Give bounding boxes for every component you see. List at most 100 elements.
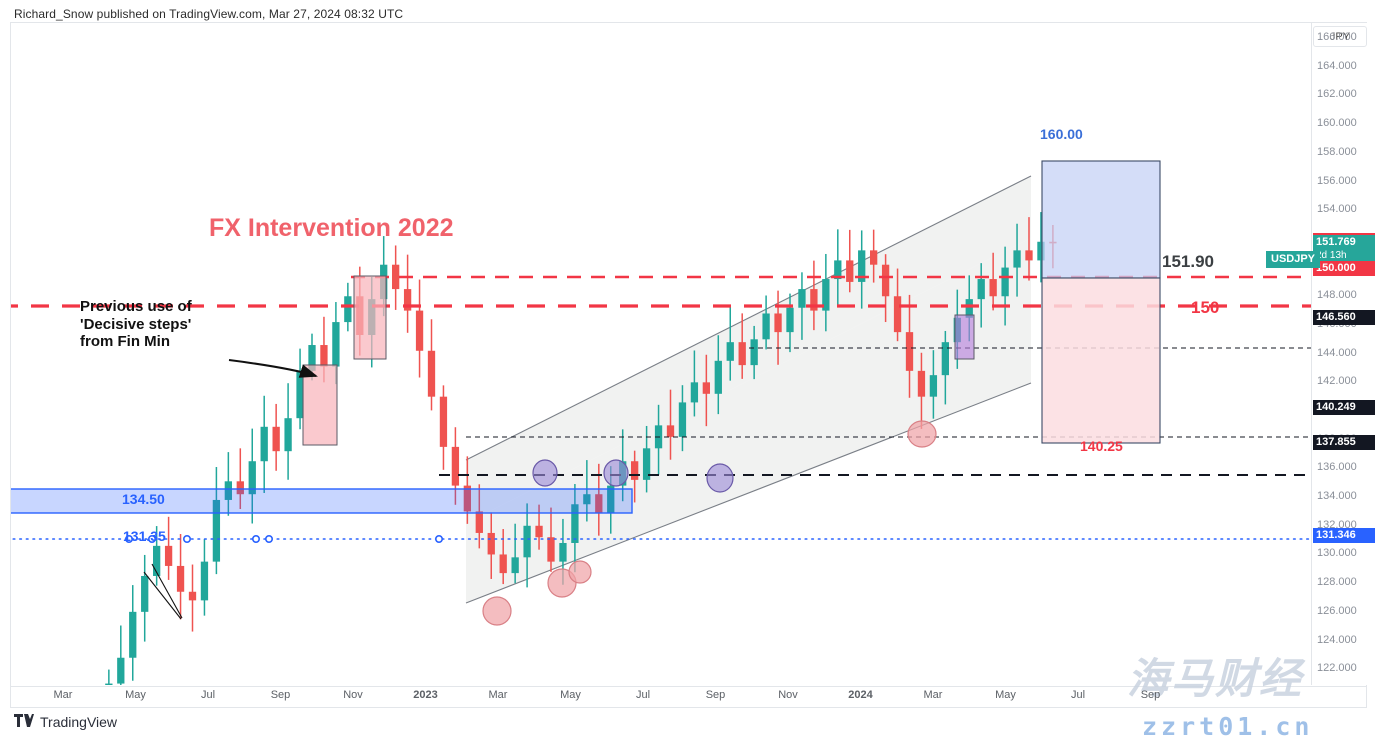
symbol-badge[interactable]: USDJPY <box>1266 251 1321 268</box>
candle-body <box>905 332 914 371</box>
candle-body <box>129 611 137 658</box>
channel-touch-markers <box>482 560 592 626</box>
price-badge[interactable]: 131.346 <box>1313 528 1375 544</box>
price-tick: 124.000 <box>1317 633 1357 646</box>
price-badge[interactable]: 150.000 <box>1313 260 1375 276</box>
tv-logo-icon <box>14 714 34 727</box>
time-tick: 2024 <box>848 689 873 701</box>
price-scale-currency[interactable]: JPY <box>1313 26 1367 47</box>
price-tick: 166.000 <box>1317 31 1357 44</box>
intervention-box-sep-2022[interactable] <box>302 364 338 446</box>
candle-body <box>642 448 651 480</box>
tradingview-logo[interactable]: TradingView <box>14 714 117 730</box>
pivot-line-131-35[interactable] <box>11 534 1311 543</box>
candle-body <box>105 683 113 685</box>
price-tick: 148.000 <box>1317 289 1357 302</box>
candle-body <box>559 542 567 562</box>
candle-body <box>607 485 615 513</box>
candle-body <box>117 657 125 684</box>
annotation-note: Previous use of 'Decisive steps' from Fi… <box>80 298 192 351</box>
candle-body <box>188 591 197 601</box>
candle-body <box>774 313 782 333</box>
candle-body <box>571 504 579 543</box>
price-tick: 164.000 <box>1317 59 1357 72</box>
candle-body <box>631 461 639 480</box>
price-tick: 154.000 <box>1317 203 1357 216</box>
price-badge[interactable]: 137.855 <box>1313 434 1375 450</box>
candle-body <box>224 481 232 500</box>
price-tick: 126.000 <box>1317 604 1357 617</box>
candle-body <box>403 289 412 311</box>
level-140-249[interactable] <box>466 420 1311 448</box>
candle-body <box>439 396 448 447</box>
candle-body <box>929 375 938 397</box>
price-tick: 160.000 <box>1317 117 1357 130</box>
label-support-134-50: 134.50 <box>122 491 165 507</box>
level-137-855[interactable] <box>439 459 1311 493</box>
price-badge[interactable]: 151.769 2d 13h <box>1313 235 1375 264</box>
candle-body <box>1013 250 1021 268</box>
candle-body <box>308 345 316 371</box>
candle-body <box>260 426 268 462</box>
intervention-box-oct-2022[interactable] <box>353 275 387 360</box>
candle-body <box>499 554 507 574</box>
label-target-low: 140.25 <box>1080 438 1123 454</box>
candle-body <box>475 511 483 533</box>
candle-body <box>846 260 854 282</box>
candle-body <box>427 350 436 397</box>
price-badge-value: 137.855 <box>1316 435 1356 448</box>
candle-body <box>822 279 830 311</box>
candle-body <box>272 426 280 452</box>
candle-body <box>714 360 722 394</box>
candle-body <box>284 418 292 452</box>
candle-body <box>678 402 687 437</box>
time-tick: Mar <box>923 689 943 701</box>
candle-body <box>463 485 471 512</box>
highlight-box-2024[interactable] <box>954 314 975 360</box>
candle-body <box>236 481 244 495</box>
price-badge-value: 131.346 <box>1316 529 1356 542</box>
time-scale[interactable] <box>11 686 1367 707</box>
time-tick: Sep <box>1140 689 1161 701</box>
price-tick: 130.000 <box>1317 547 1357 560</box>
label-target-high: 160.00 <box>1040 126 1083 142</box>
annotation-title: FX Intervention 2022 <box>209 214 454 242</box>
label-resistance-151-90: 151.90 <box>1162 252 1214 271</box>
tradingview-wordmark: TradingView <box>40 714 118 730</box>
candle-body <box>881 264 890 297</box>
price-tick: 134.000 <box>1317 490 1357 503</box>
forecast-box-downside[interactable] <box>1041 277 1161 444</box>
time-tick: Jul <box>635 689 651 701</box>
candle-body <box>535 525 543 538</box>
price-tick: 158.000 <box>1317 145 1357 158</box>
price-tick: 128.000 <box>1317 576 1357 589</box>
price-scale[interactable] <box>1311 23 1367 685</box>
price-badge-countdown: 2d 13h <box>1316 250 1347 262</box>
candle-body <box>1037 241 1045 261</box>
candle-body <box>523 525 531 558</box>
price-badge[interactable]: 140.249 <box>1313 400 1375 416</box>
candle-body <box>762 313 770 340</box>
candle-body <box>296 370 304 419</box>
annotation-note-line-1: Previous use of <box>80 298 192 315</box>
annotation-arrow <box>228 359 318 378</box>
price-badge-value: 140.249 <box>1316 401 1356 414</box>
candle-body <box>750 339 758 366</box>
candle-body <box>1001 267 1009 297</box>
time-tick: Nov <box>778 689 798 701</box>
candle-body <box>1025 250 1033 261</box>
time-tick: Sep <box>270 689 291 701</box>
early-trend-marks <box>143 563 183 620</box>
candle-body <box>212 499 221 562</box>
price-badge[interactable]: 146.560 <box>1313 309 1375 325</box>
time-tick: May <box>995 689 1016 701</box>
chart-canvas: 120.00 <box>11 160 1311 685</box>
candle-body <box>392 264 400 290</box>
candle-body <box>164 545 173 566</box>
forecast-box-upside[interactable] <box>1041 160 1161 279</box>
price-badge-value: 146.560 <box>1316 310 1356 323</box>
candle-body <box>702 382 710 394</box>
chart-plot-area[interactable]: 120.00 160.00 140.25 151.90 150 134.50 1… <box>11 23 1311 685</box>
candle-body <box>451 446 460 486</box>
support-band-134-50[interactable] <box>11 488 633 514</box>
